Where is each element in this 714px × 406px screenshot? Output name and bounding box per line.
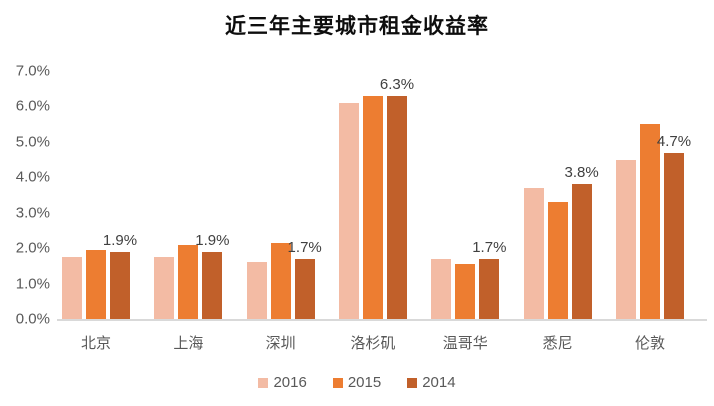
y-tick-label: 5.0% (15, 133, 50, 151)
x-category-label: 深圳 (265, 335, 296, 352)
bar-group-5: 1.7% (431, 71, 506, 319)
plot-area: 1.9% 1.9% 1.7% 6.3% 1.7% 3.8% 4.7% (57, 71, 707, 321)
bar-2014: 3.8% (565, 164, 599, 319)
legend-swatch-icon (407, 377, 418, 388)
bar-2016 (62, 257, 82, 319)
bar-group-1: 1.9% (62, 71, 137, 319)
data-label: 4.7% (656, 132, 692, 150)
y-tick-label: 4.0% (15, 168, 50, 186)
bar-2016 (431, 258, 452, 319)
chart-title: 近三年主要城市租金收益率 (225, 15, 489, 38)
bar-group-4: 6.3% (338, 71, 414, 319)
bar-2014: 1.7% (288, 239, 322, 319)
bar-2014: 1.7% (472, 239, 506, 319)
bar-group-3: 1.7% (246, 71, 322, 319)
legend-label: 2014 (422, 374, 456, 391)
x-axis: 北京 上海 深圳 洛杉矶 温哥华 悉尼 伦敦 (57, 332, 707, 354)
bar-group-2: 1.9% (154, 71, 229, 319)
data-label: 1.7% (287, 238, 322, 256)
legend: 2016 2015 2014 (0, 374, 714, 391)
bar-group-6: 3.8% (523, 71, 599, 319)
legend-label: 2016 (273, 374, 307, 391)
bar-2014: 1.9% (195, 232, 229, 319)
bar-2015 (362, 95, 383, 319)
legend-item-2015: 2015 (332, 374, 382, 391)
x-category-label: 悉尼 (542, 335, 573, 352)
bar-2015 (455, 264, 476, 319)
y-tick-label: 0.0% (15, 310, 50, 328)
legend-swatch-icon (258, 377, 269, 388)
bar-2016 (523, 187, 544, 319)
x-category-label: 洛杉矶 (350, 335, 396, 352)
bar-2016 (615, 159, 636, 319)
x-category-label: 伦敦 (634, 335, 665, 352)
y-tick-label: 3.0% (15, 204, 50, 222)
data-label: 1.9% (195, 231, 230, 249)
y-tick-label: 1.0% (15, 275, 50, 293)
y-tick-label: 6.0% (15, 97, 50, 115)
x-category-label: 温哥华 (442, 335, 488, 352)
bar-2016 (246, 262, 267, 319)
y-tick-label: 7.0% (15, 62, 50, 80)
legend-swatch-icon (332, 377, 343, 388)
y-tick-label: 2.0% (15, 239, 50, 257)
y-axis: 7.0% 6.0% 5.0% 4.0% 3.0% 2.0% 1.0% 0.0% (0, 63, 50, 328)
bar-2015 (639, 124, 660, 319)
data-label: 3.8% (564, 164, 599, 182)
bar-group-7: 4.7% (615, 71, 691, 319)
bar-2015 (547, 202, 568, 319)
legend-label: 2015 (347, 374, 382, 391)
data-label: 6.3% (379, 75, 415, 93)
data-label: 1.9% (102, 231, 138, 249)
bar-2015 (270, 242, 291, 319)
bar-2015 (86, 249, 106, 319)
bar-2016 (154, 257, 175, 319)
x-category-label: 北京 (80, 335, 112, 352)
bar-2014: 4.7% (657, 133, 691, 319)
bar-2016 (338, 102, 359, 319)
bar-2015 (178, 244, 199, 319)
data-label: 1.7% (472, 238, 507, 256)
x-category-label: 上海 (173, 335, 204, 352)
bar-2014: 6.3% (380, 76, 414, 319)
bar-2014: 1.9% (103, 232, 137, 319)
legend-item-2014: 2014 (407, 374, 456, 391)
legend-item-2016: 2016 (258, 374, 307, 391)
